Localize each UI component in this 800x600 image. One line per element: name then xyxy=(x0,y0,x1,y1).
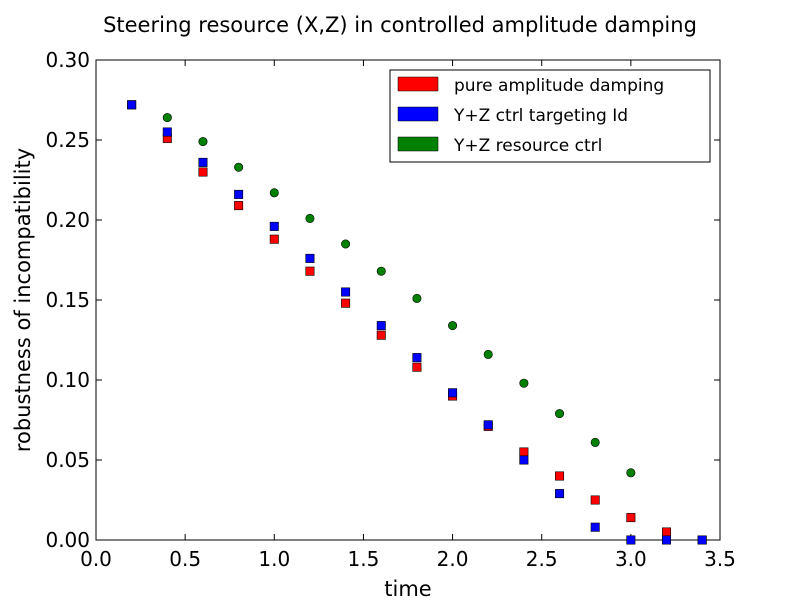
data-point-pure-amplitude-damping xyxy=(519,447,529,457)
y-tick-label: 0.10 xyxy=(45,368,90,392)
x-tick-label: 0.0 xyxy=(80,547,112,571)
x-tick-labels: 0.0 0.5 1.0 1.5 2.0 2.5 3.0 3.5 xyxy=(80,547,736,571)
data-point-pure-amplitude-damping xyxy=(234,201,244,211)
data-point-pure-amplitude-damping xyxy=(341,298,351,308)
data-point-y-z-ctrl-targeting-id xyxy=(341,287,351,297)
data-point-pure-amplitude-damping xyxy=(590,495,600,505)
data-point-y-z-ctrl-targeting-id xyxy=(555,489,565,499)
data-point-y-z-ctrl-targeting-id xyxy=(162,127,172,137)
series-pure-amplitude-damping xyxy=(127,100,707,545)
series-y-z-resource-ctrl xyxy=(162,113,636,478)
data-point-y-z-resource-ctrl xyxy=(448,321,458,331)
y-tick-labels: 0.00 0.05 0.10 0.15 0.20 0.25 0.30 xyxy=(45,48,90,552)
x-tick-label: 0.5 xyxy=(169,547,201,571)
legend-label-y-z-ctrl-targeting-id: Y+Z ctrl targeting Id xyxy=(453,106,628,126)
x-tick-label: 3.0 xyxy=(615,547,647,571)
data-point-y-z-resource-ctrl xyxy=(162,113,172,123)
y-tick-label: 0.20 xyxy=(45,208,90,232)
data-point-pure-amplitude-damping xyxy=(376,330,386,340)
data-point-y-z-ctrl-targeting-id xyxy=(590,522,600,532)
legend-label-y-z-resource-ctrl: Y+Z resource ctrl xyxy=(453,136,602,156)
data-point-y-z-resource-ctrl xyxy=(269,188,279,198)
data-point-y-z-ctrl-targeting-id xyxy=(626,535,636,545)
data-point-y-z-resource-ctrl xyxy=(626,468,636,478)
data-point-y-z-resource-ctrl xyxy=(590,437,600,447)
y-axis-label: robustness of incompatibility xyxy=(11,148,35,452)
data-point-pure-amplitude-damping xyxy=(662,527,672,537)
data-point-y-z-resource-ctrl xyxy=(555,409,565,419)
legend-swatch-y-z-resource-ctrl xyxy=(397,136,439,152)
data-point-pure-amplitude-damping xyxy=(305,266,315,276)
data-point-y-z-resource-ctrl xyxy=(412,293,422,303)
y-tick-label: 0.00 xyxy=(45,528,90,552)
x-tick-label: 1.0 xyxy=(258,547,290,571)
data-point-y-z-ctrl-targeting-id xyxy=(448,388,458,398)
legend-label-pure-amplitude-damping: pure amplitude damping xyxy=(454,76,664,96)
legend-swatch-pure-amplitude-damping xyxy=(397,76,439,92)
series-y-z-ctrl-targeting-id xyxy=(127,100,707,545)
data-point-pure-amplitude-damping xyxy=(626,513,636,523)
data-point-y-z-resource-ctrl xyxy=(198,137,208,147)
data-point-pure-amplitude-damping xyxy=(269,234,279,244)
data-point-pure-amplitude-damping xyxy=(412,362,422,372)
data-point-pure-amplitude-damping xyxy=(555,471,565,481)
data-point-y-z-ctrl-targeting-id xyxy=(376,321,386,331)
data-point-y-z-resource-ctrl xyxy=(483,349,493,359)
data-point-y-z-resource-ctrl xyxy=(519,378,529,388)
data-point-y-z-ctrl-targeting-id xyxy=(412,353,422,363)
legend-swatch-y-z-ctrl-targeting-id xyxy=(397,106,439,122)
data-point-y-z-resource-ctrl xyxy=(305,213,315,223)
x-axis-label: time xyxy=(384,577,431,600)
data-point-y-z-ctrl-targeting-id xyxy=(697,535,707,545)
y-tick-label: 0.15 xyxy=(45,288,90,312)
data-point-y-z-resource-ctrl xyxy=(341,239,351,249)
data-point-y-z-ctrl-targeting-id xyxy=(305,253,315,263)
data-point-y-z-ctrl-targeting-id xyxy=(519,455,529,465)
y-tick-label: 0.05 xyxy=(45,448,90,472)
data-point-y-z-ctrl-targeting-id xyxy=(662,535,672,545)
legend-box xyxy=(389,69,711,163)
data-point-y-z-resource-ctrl xyxy=(234,162,244,172)
data-point-y-z-ctrl-targeting-id xyxy=(198,157,208,167)
legend: pure amplitude damping Y+Z ctrl targetin… xyxy=(389,69,711,163)
x-tick-label: 1.5 xyxy=(348,547,380,571)
y-tick-label: 0.30 xyxy=(45,48,90,72)
x-tick-label: 3.5 xyxy=(704,547,736,571)
y-tick-label: 0.25 xyxy=(45,128,90,152)
data-points xyxy=(127,100,707,545)
data-point-y-z-ctrl-targeting-id xyxy=(127,100,137,110)
data-point-y-z-ctrl-targeting-id xyxy=(234,189,244,199)
data-point-y-z-resource-ctrl xyxy=(376,266,386,276)
data-point-pure-amplitude-damping xyxy=(198,167,208,177)
x-tick-label: 2.0 xyxy=(437,547,469,571)
chart-title: Steering resource (X,Z) in controlled am… xyxy=(103,13,697,37)
data-point-y-z-ctrl-targeting-id xyxy=(269,221,279,231)
data-point-y-z-ctrl-targeting-id xyxy=(483,420,493,430)
x-tick-label: 2.5 xyxy=(526,547,558,571)
